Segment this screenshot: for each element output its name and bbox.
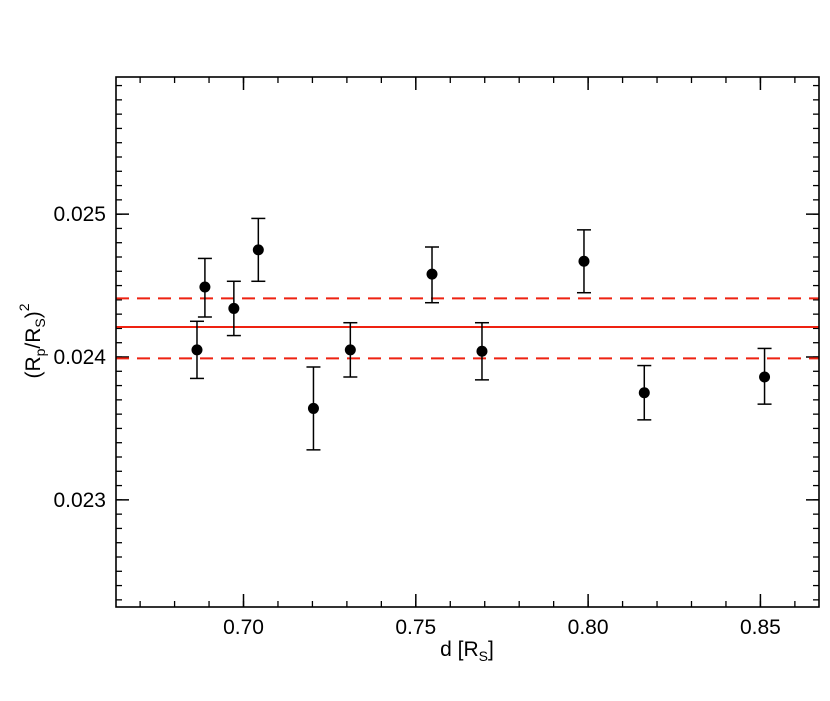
point-marker — [199, 281, 211, 293]
data-point — [757, 347, 772, 405]
y-tick-label: 0.025 — [53, 203, 106, 226]
x-axis-label: d [RS] — [440, 638, 494, 664]
plot-frame — [115, 76, 820, 608]
data-point — [226, 280, 241, 337]
tick-labels: 0.70 0.75 0.80 0.85 0.023 0.024 0.025 — [53, 203, 780, 639]
point-marker — [426, 268, 438, 280]
x-tick-label: 0.70 — [223, 616, 264, 639]
y-tick-label: 0.023 — [53, 489, 106, 512]
reference-lines — [116, 297, 819, 360]
x-tick-label: 0.80 — [568, 616, 609, 639]
data-point — [306, 366, 321, 451]
data-point — [197, 257, 212, 318]
point-marker — [578, 255, 590, 267]
point-marker — [476, 345, 488, 357]
data-point — [189, 320, 204, 380]
point-marker — [252, 244, 264, 256]
point-marker — [759, 371, 771, 383]
data-point — [474, 321, 489, 381]
y-axis-label: (Rp/RS)2 — [16, 303, 48, 378]
point-marker — [638, 387, 650, 399]
point-marker — [344, 344, 356, 356]
data-point — [343, 321, 358, 378]
x-tick-label: 0.75 — [395, 616, 436, 639]
point-marker — [191, 344, 203, 356]
data-points — [189, 217, 772, 451]
point-marker — [228, 302, 240, 314]
point-marker — [307, 402, 319, 414]
data-point — [425, 246, 440, 304]
data-point — [637, 364, 652, 421]
data-point — [576, 229, 591, 294]
minor-ticks — [116, 77, 819, 607]
data-point — [251, 217, 266, 283]
y-tick-label: 0.024 — [53, 346, 106, 369]
major-ticks — [116, 77, 819, 607]
x-tick-label: 0.85 — [740, 616, 781, 639]
